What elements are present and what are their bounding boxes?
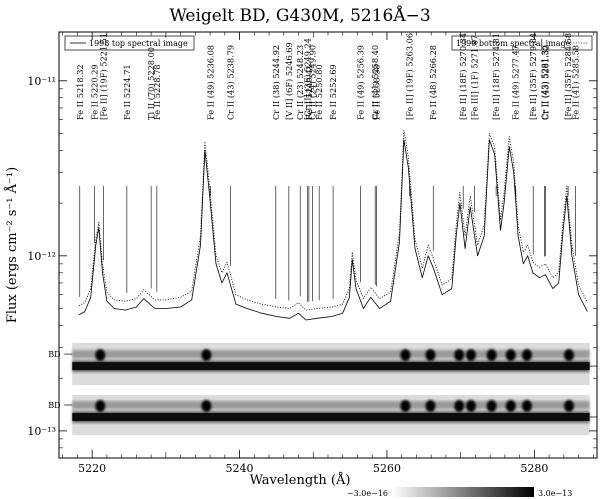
spectral-image-emission-blob [454, 349, 465, 362]
line-identifications: Fe II 5218.32 Fe II 5220.29 [Fe II] (19F) … [75, 33, 581, 302]
line-id-label: [Fe II] (18F) 5274.81 [491, 33, 501, 120]
y-tick-label: 10⁻¹² [27, 250, 56, 263]
line-id-label: Cr II (23) 5248.23 [295, 45, 305, 120]
colorbar-max-label: 3.0e−13 [538, 489, 572, 498]
spectral-image-a-label: A [599, 362, 600, 371]
line-id-label: Fe II 5218.32 [75, 64, 85, 120]
line-id-label: Fe II (48) 5266.28 [428, 45, 438, 120]
line-id-label: Fe II 5258.58 [372, 64, 382, 120]
line-id-label: Ti II (70) 5228.00 [146, 47, 156, 120]
spectral-images: BD A BD A [48, 343, 600, 435]
legend-left-label: 1998 top spectral image [89, 39, 188, 48]
spectral-image-emission-blob [505, 349, 516, 362]
line-id-label: Fe II (49) 5236.08 [206, 45, 216, 120]
y-tick-label: 10⁻¹¹ [27, 75, 56, 88]
line-id-label: Cr II (43) 5281.35 [539, 45, 549, 120]
spectral-image-emission-blob [505, 400, 516, 412]
spectral-image-bd-label: BD [48, 350, 60, 359]
spectral-image-emission-blob [486, 400, 497, 412]
spectral-image-emission-blob [563, 400, 574, 412]
spectral-image-emission-blob [425, 349, 436, 362]
series-1999-line [78, 130, 588, 311]
series-layer [78, 130, 588, 321]
line-id-label: Cr II (43) 5238.79 [226, 45, 236, 120]
colorbar-min-label: −3.0e−16 [347, 489, 388, 498]
spectral-image-emission-blob [454, 400, 465, 412]
spectral-image-continuum [72, 362, 590, 371]
line-id-label: [Fe II] (19F) 5263.06 [405, 33, 415, 120]
colorbar-gradient [392, 487, 534, 497]
line-id-label: [V II] (6F) 5246.69 [284, 42, 294, 120]
x-tick-label: 5240 [226, 462, 254, 475]
spectral-image-emission-blob [201, 400, 212, 412]
line-id-label: [Fe II] (35F) 5279.84 [528, 33, 538, 120]
line-id-label: Fe II 5228.78 [152, 64, 162, 120]
series-1998-line [78, 139, 588, 321]
legend-right-label: 1999 bottom spectral image [456, 39, 571, 48]
spectral-image-2: BD A [48, 395, 600, 435]
line-id-label: Cr II (38) 5244.92 [271, 45, 281, 120]
spectral-image-bd-trace [72, 350, 590, 359]
line-id-label: Fe II 5249.41 [304, 64, 314, 120]
spectral-image-emission-blob [425, 400, 436, 412]
line-id-label: [Fe II] (19F) 5221.51 [98, 33, 108, 120]
line-id-label: Cr II (24) 5249.90 [308, 45, 318, 120]
spectral-image-emission-blob [400, 400, 411, 412]
line-id-label: Fe II 5250.80 [314, 64, 324, 120]
chart-title: Weigelt BD, G430M, 5216Å−3 [169, 5, 430, 26]
x-tick-label: 5260 [373, 462, 401, 475]
line-id-label: Fe II (41) 5285.58 [571, 45, 581, 120]
axes: 5220 5240 5260 5280 10⁻¹³ 10⁻¹² 10⁻¹¹ [27, 32, 597, 475]
spectral-image-emission-blob [486, 349, 497, 362]
spectral-image-emission-blob [95, 400, 106, 412]
spectral-image-emission-blob [563, 349, 574, 362]
spectral-image-bd-label: BD [48, 401, 60, 410]
spectral-image-emission-blob [465, 349, 476, 362]
legend-right-box [451, 35, 593, 51]
x-tick-label: 5280 [520, 462, 548, 475]
spectral-image-emission-blob [521, 349, 532, 362]
spectral-image-emission-blob [201, 349, 212, 362]
line-id-label: [Cr II] (3F) 5249.24 [303, 38, 313, 120]
legend-left: 1998 top spectral image [64, 35, 195, 51]
y-axis-label: Flux (ergs cm⁻² s⁻¹ Å⁻¹) [4, 167, 20, 323]
line-id-label: Cr II (41) 5258.40 [370, 45, 380, 120]
legend-right: 1999 bottom spectral image [451, 35, 593, 51]
spectral-image-emission-blob [465, 400, 476, 412]
spectral-image-1: BD A [48, 343, 600, 385]
line-id-label: Fe II 5252.69 [328, 64, 338, 120]
x-tick-label: 5220 [78, 462, 106, 475]
line-id-label: [Fe II] (35F) 5284.58 [563, 33, 573, 120]
y-tick-label: 10⁻¹³ [27, 425, 56, 438]
colorbar: −3.0e−16 3.0e−13 [347, 487, 572, 498]
line-id-label: Fe II (49) 5256.39 [355, 45, 365, 120]
line-id-label: Fe II 5220.29 [89, 64, 99, 120]
line-id-label: Fe II 5224.71 [122, 64, 132, 120]
spectral-image-emission-blob [400, 349, 411, 362]
spectral-image-emission-blob [521, 400, 532, 412]
spectral-image-continuum [72, 413, 590, 421]
line-id-label: Fe II (49) 5277.47 [511, 45, 521, 120]
line-id-label: [Fe II] (18F) 5270.34 [458, 33, 468, 120]
x-axis-label: Wavelength (Å) [250, 472, 351, 488]
spectral-image-bd-trace [72, 401, 590, 409]
spectral-image-a-label: A [599, 413, 600, 422]
line-id-label: Cr II (43) 5281.52 [541, 45, 551, 120]
spectral-image-emission-blob [95, 349, 106, 362]
line-id-label: [Fe III] (1F) 5271.87 [469, 35, 479, 120]
legend-left-box [64, 35, 195, 51]
